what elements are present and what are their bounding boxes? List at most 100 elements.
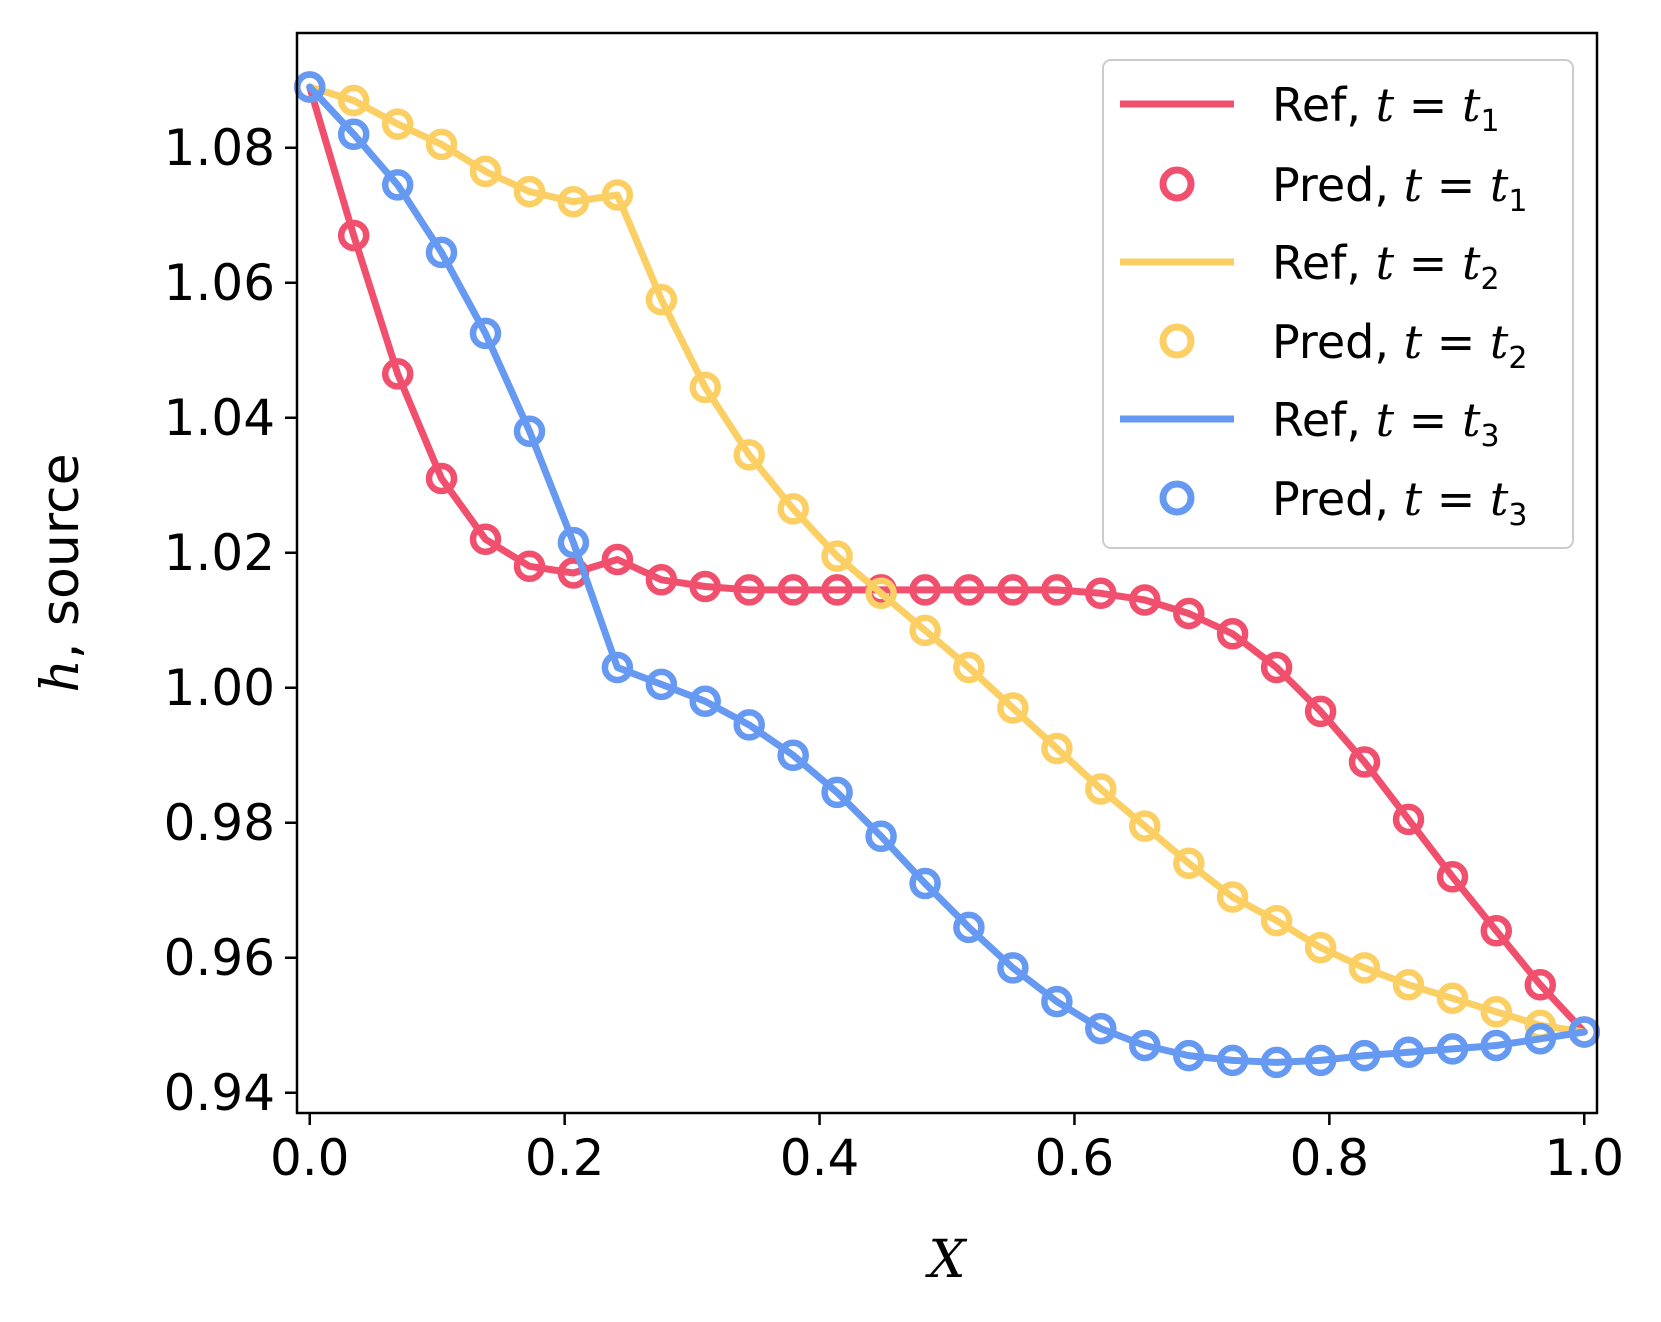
y-tick-label: 1.04 — [164, 389, 275, 447]
legend-pred-t1-marker — [1159, 166, 1195, 202]
pred-point-t3 — [1480, 1029, 1513, 1062]
pred-point-t2 — [601, 179, 634, 211]
pred-point-t3 — [1524, 1023, 1557, 1055]
pred-point-t1 — [1216, 618, 1249, 650]
pred-point-t1 — [601, 543, 634, 576]
x-tick-label: 1.0 — [1544, 1129, 1624, 1187]
y-axis-label-rest: , source — [31, 453, 91, 659]
legend-ref-t1-prefix: Ref, — [1272, 78, 1376, 132]
legend-pred-t2-prefix: Pred, — [1272, 315, 1404, 369]
pred-point-t2 — [1129, 810, 1161, 842]
pred-point-t1 — [909, 574, 941, 606]
series-t2 — [293, 71, 1601, 1048]
legend-pred-t1-t2: t — [1490, 158, 1509, 212]
legend-pred-t3-label: Pred, t = t3 — [1272, 472, 1527, 533]
pred-point-t1 — [953, 574, 985, 606]
legend-pred-t1-prefix: Pred, — [1272, 158, 1404, 212]
pred-point-t3 — [909, 867, 941, 900]
pred-point-t1 — [1436, 861, 1469, 893]
legend-frame — [1102, 59, 1574, 549]
legend-pred-t1-sub: 1 — [1508, 184, 1527, 219]
legend-ref-t1-sub: 1 — [1480, 104, 1499, 139]
pred-point-t3 — [997, 952, 1029, 984]
pred-point-t3 — [821, 776, 853, 809]
pred-point-t3 — [337, 118, 370, 150]
pred-point-t3 — [425, 236, 458, 269]
legend-ref-t1-t: t — [1376, 78, 1395, 132]
pred-point-t1 — [1348, 746, 1381, 778]
pred-point-t3 — [381, 169, 414, 201]
pred-point-t2 — [1348, 952, 1381, 984]
legend-ref-t1-t2: t — [1462, 78, 1481, 132]
series-t3 — [293, 71, 1601, 1079]
ref-line-t3 — [306, 83, 1588, 1066]
axes-ticks: 0.0 0.2 0.4 0.6 0.8 1.0 0.94 0.96 0.98 1.00 1.02 1.… — [164, 119, 1624, 1187]
pred-point-t2 — [777, 493, 809, 525]
pred-point-t2 — [337, 84, 370, 117]
legend-pred-t2-marker — [1159, 323, 1195, 359]
pred-point-t1 — [337, 219, 370, 252]
pred-point-t1 — [821, 574, 853, 606]
y-tick-label: 0.98 — [164, 794, 275, 852]
legend-pred-t3-t2: t — [1490, 472, 1509, 526]
pred-point-t1 — [1041, 574, 1073, 606]
y-tick-label: 1.08 — [164, 119, 275, 177]
pred-point-t2 — [997, 692, 1029, 724]
pred-point-t1 — [1129, 584, 1161, 616]
pred-point-t2 — [689, 371, 721, 404]
pred-point-t2 — [1436, 982, 1469, 1015]
pred-point-t2 — [733, 439, 765, 471]
legend-pred-t3-prefix: Pred, — [1272, 472, 1404, 526]
legend-pred-t2-t2: t — [1490, 315, 1509, 369]
x-tick-label: 0.8 — [1290, 1129, 1370, 1187]
y-tick-label: 0.94 — [164, 1064, 275, 1122]
x-tick-label: 0.2 — [525, 1129, 605, 1187]
pred-point-t3 — [645, 668, 678, 701]
pred-point-t2 — [821, 540, 853, 572]
legend-ref-t3-t: t — [1376, 393, 1395, 447]
legend-pred-t1-t: t — [1404, 158, 1423, 212]
pred-point-t1 — [1304, 695, 1337, 728]
legend-pred-t2-sub: 2 — [1508, 341, 1527, 376]
pred-point-t3 — [689, 685, 721, 718]
pred-point-t1 — [1260, 651, 1293, 684]
pred-point-t1 — [1480, 915, 1513, 947]
pred-point-t3 — [513, 415, 546, 447]
pred-point-t1 — [469, 523, 502, 556]
pred-point-t1 — [1524, 969, 1557, 1001]
series-t1 — [293, 71, 1601, 1048]
pred-point-t3 — [733, 709, 765, 741]
pred-point-t2 — [557, 185, 590, 218]
pred-point-t3 — [557, 526, 590, 559]
pred-point-t1 — [997, 574, 1029, 606]
x-tick-label: 0.0 — [270, 1129, 350, 1187]
pred-point-t1 — [733, 574, 765, 606]
pred-point-t3 — [1085, 1012, 1117, 1045]
pred-point-t1 — [1392, 803, 1425, 836]
legend-pred-t1-label: Pred, t = t1 — [1272, 158, 1527, 219]
pred-point-t2 — [1480, 996, 1513, 1028]
pred-point-t2 — [909, 614, 941, 647]
y-tick-label: 0.96 — [164, 929, 275, 987]
legend-ref-t2-label: Ref, t = t2 — [1272, 236, 1500, 297]
pred-point-t2 — [953, 651, 985, 684]
y-axis-label-var: h — [31, 659, 91, 693]
pred-point-t3 — [1348, 1039, 1381, 1072]
plot-frame — [295, 31, 1599, 1115]
pred-point-t2 — [1085, 773, 1117, 805]
pred-point-t1 — [513, 550, 546, 583]
pred-point-t3 — [1436, 1033, 1469, 1065]
pred-point-t3 — [1304, 1044, 1337, 1077]
pred-point-t2 — [1041, 732, 1073, 765]
pred-point-t2 — [469, 155, 502, 188]
legend-pred-t2-label: Pred, t = t2 — [1272, 315, 1527, 376]
legend-ref-t3-sub: 3 — [1480, 419, 1499, 454]
legend-pred-t3-t: t — [1404, 472, 1423, 526]
pred-point-t3 — [865, 820, 897, 853]
y-tick-label: 1.02 — [164, 524, 275, 582]
pred-point-t1 — [425, 462, 458, 495]
legend-ref-t3-label: Ref, t = t3 — [1272, 393, 1500, 454]
pred-point-t3 — [1392, 1036, 1425, 1069]
pred-point-t3 — [1041, 985, 1073, 1018]
